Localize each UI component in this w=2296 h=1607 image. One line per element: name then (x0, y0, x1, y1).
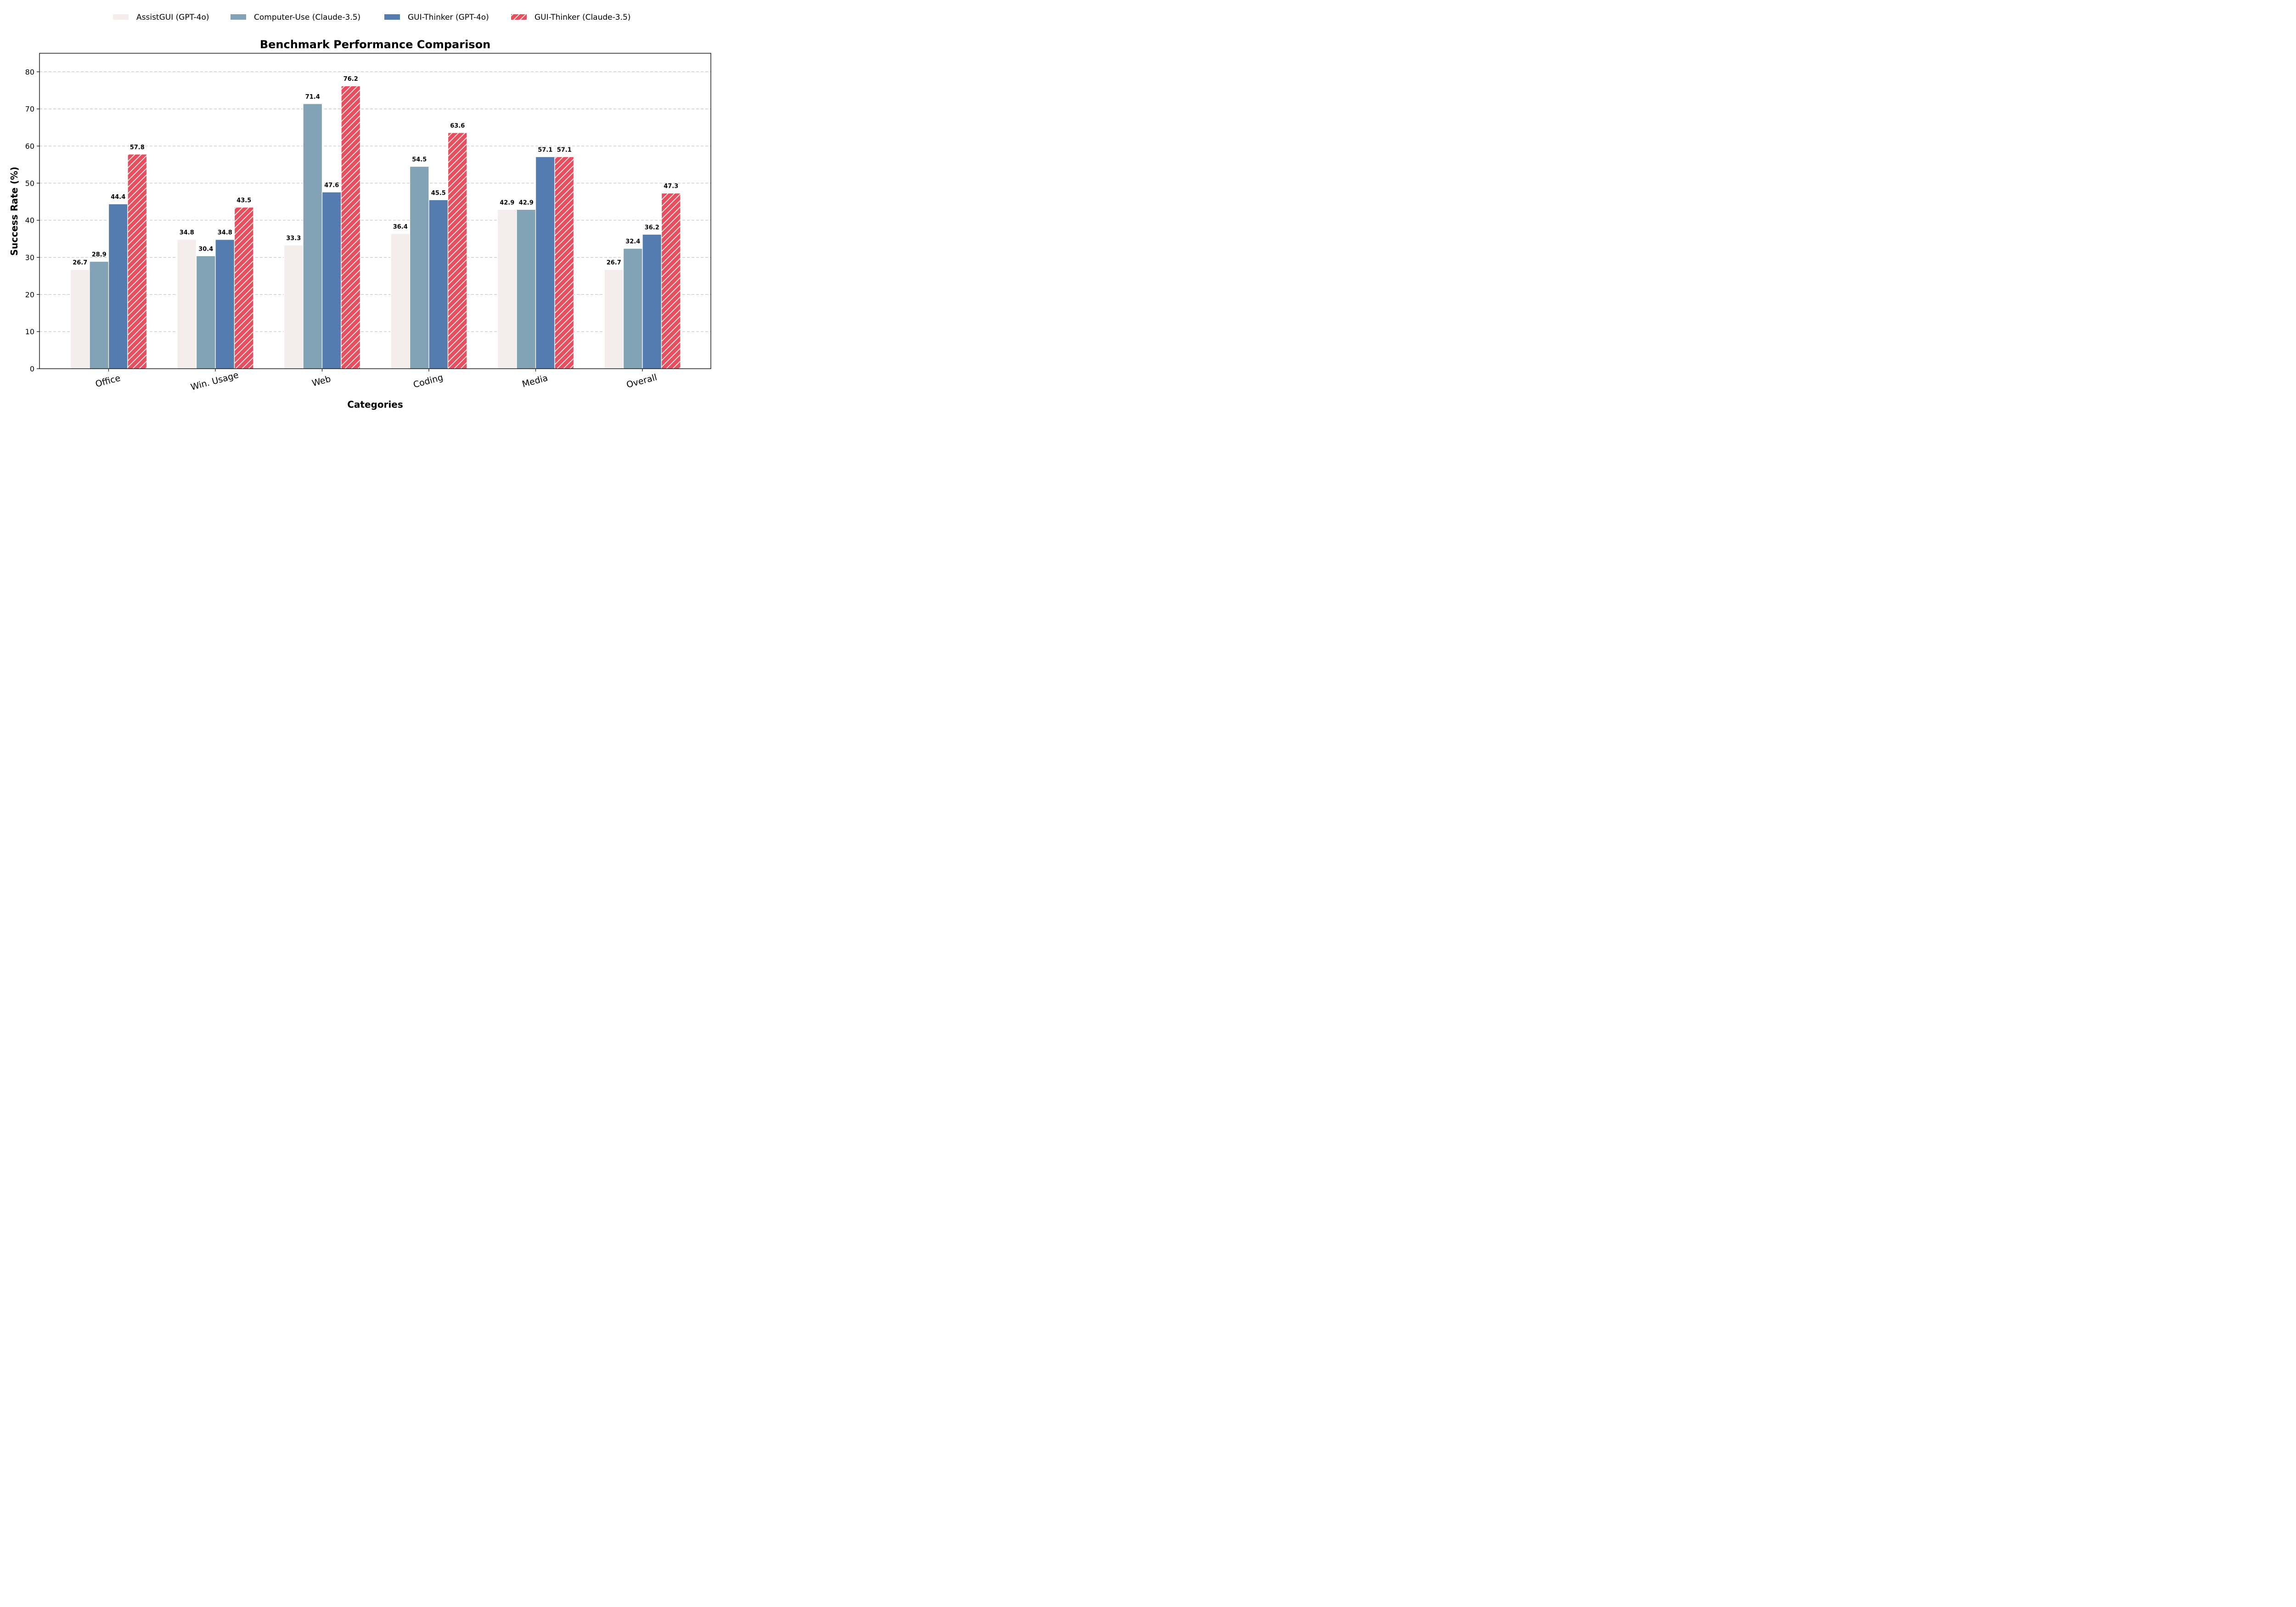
y-axis: 0 10 20 30 40 50 60 70 80 (25, 67, 39, 373)
bar (215, 239, 235, 369)
bar (283, 245, 304, 369)
value-label: 76.2 (343, 76, 358, 83)
value-label: 34.8 (218, 230, 232, 236)
bar (70, 269, 90, 369)
y-tick-label: 70 (25, 105, 34, 113)
chart-title: Benchmark Performance Comparison (260, 38, 490, 51)
y-tick-label: 10 (25, 327, 34, 336)
x-axis-label: Categories (347, 399, 403, 410)
bar-chart: AssistGUI (GPT-4o) Computer-Use (Claude-3… (9, 13, 711, 410)
y-tick-label: 0 (30, 365, 34, 373)
bar (428, 199, 449, 369)
value-label: 63.6 (450, 123, 465, 129)
value-label: 36.4 (393, 224, 408, 230)
legend-swatch (384, 14, 400, 20)
value-label: 33.3 (286, 235, 301, 242)
legend-label: AssistGUI (GPT-4o) (136, 13, 209, 22)
value-label: 71.4 (305, 94, 320, 101)
value-label: 44.4 (111, 194, 125, 201)
value-label: 57.1 (538, 146, 552, 153)
bar (303, 103, 323, 369)
gridlines (39, 71, 711, 332)
bar (177, 239, 197, 369)
value-labels: 26.7 34.8 33.3 36.4 42.9 26.7 28.9 30.4 71.4 54.5… (73, 76, 678, 266)
x-tick-label: Win. Usage (190, 370, 240, 393)
value-label: 57.8 (130, 144, 145, 151)
bar (642, 234, 662, 369)
bar (497, 209, 517, 369)
legend-swatch (231, 14, 246, 20)
value-label: 28.9 (92, 251, 107, 258)
bar (535, 156, 555, 369)
plot-frame (39, 53, 711, 369)
legend-label: Computer-Use (Claude-3.5) (254, 13, 360, 22)
bar (89, 261, 109, 369)
legend-label: GUI-Thinker (Claude-3.5) (535, 13, 630, 22)
x-tick-label: Overall (625, 372, 658, 390)
bar (623, 248, 643, 369)
y-tick-label: 40 (25, 216, 34, 225)
value-label: 32.4 (625, 238, 640, 245)
y-tick-label: 30 (25, 253, 34, 262)
bar (390, 233, 411, 369)
bar-hatch (341, 86, 360, 369)
y-tick-label: 50 (25, 179, 34, 188)
legend-swatch-hatch (511, 14, 527, 20)
value-label: 26.7 (73, 259, 87, 266)
value-label: 45.5 (431, 190, 446, 197)
value-label: 54.5 (412, 157, 427, 163)
value-label: 34.8 (180, 230, 194, 236)
bar (321, 191, 342, 369)
y-tick-label: 60 (25, 142, 34, 151)
bar (409, 166, 429, 369)
x-tick-label: Office (94, 373, 121, 389)
value-label: 47.6 (324, 182, 339, 189)
value-label: 43.5 (236, 197, 251, 204)
bar (196, 255, 216, 369)
x-tick-label: Coding (412, 372, 445, 390)
legend-label: GUI-Thinker (GPT-4o) (408, 13, 489, 22)
value-label: 42.9 (519, 199, 534, 206)
bar-hatch (661, 193, 681, 369)
bar (604, 269, 624, 369)
legend-swatch (113, 14, 129, 20)
value-label: 57.1 (557, 146, 572, 153)
value-label: 47.3 (664, 183, 678, 190)
bar (108, 203, 128, 369)
value-label: 42.9 (500, 199, 514, 206)
x-tick-label: Web (311, 374, 332, 388)
value-label: 30.4 (198, 246, 213, 253)
value-label: 36.2 (645, 224, 659, 231)
y-tick-label: 80 (25, 67, 34, 76)
bar (516, 209, 536, 369)
legend: AssistGUI (GPT-4o) Computer-Use (Claude-3… (113, 13, 630, 22)
value-label: 26.7 (607, 259, 621, 266)
bar-hatch (234, 207, 253, 369)
y-axis-label: Success Rate (%) (9, 167, 20, 256)
chart-root: AssistGUI (GPT-4o) Computer-Use (Claude-3… (0, 0, 720, 420)
bar-hatch (555, 157, 574, 369)
x-tick-label: Media (521, 373, 549, 389)
bar-hatch (448, 132, 467, 369)
bar-hatch (128, 154, 147, 369)
bars (70, 85, 681, 369)
x-axis: Office Win. Usage Web Coding Media Overall (94, 369, 658, 393)
y-tick-label: 20 (25, 290, 34, 299)
